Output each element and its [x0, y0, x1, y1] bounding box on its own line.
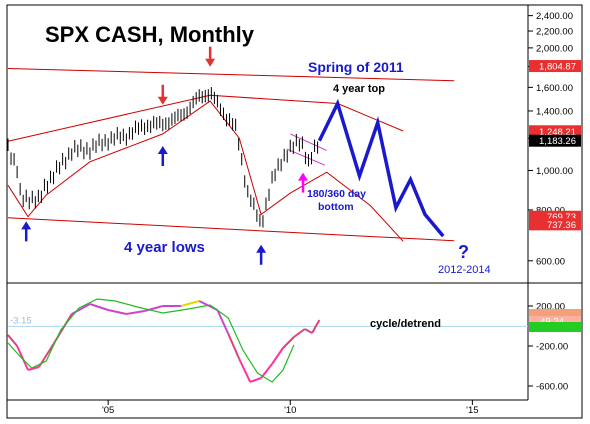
- arrow-head: [157, 96, 168, 105]
- ind-y-tick-label: -200.00: [536, 342, 568, 353]
- detrend-segment: [144, 305, 164, 312]
- detrend-segment: [27, 366, 40, 371]
- arrow-up-3: [256, 244, 267, 265]
- ind-badge-3: [529, 322, 581, 332]
- annotation-2: 4 year top: [333, 83, 385, 95]
- price-badge-label: 737.36: [547, 220, 576, 231]
- ind-badge-bg: [529, 309, 581, 319]
- detrend-segment: [89, 303, 109, 311]
- trendline-3: [7, 68, 455, 82]
- annotation-5: 4 year lows: [124, 239, 205, 256]
- detrend-segment: [126, 310, 145, 315]
- detrend-segment: [216, 309, 230, 335]
- detrend-segment: [271, 347, 284, 365]
- ind-y-tick-label: 200.00: [536, 302, 565, 313]
- detrend-segment: [249, 377, 262, 383]
- price-badge-3: 1,183.26: [529, 134, 581, 147]
- arrow-head: [21, 221, 32, 230]
- cycle-detrend-label: cycle/detrend: [370, 318, 441, 330]
- detrend-segment: [293, 328, 306, 338]
- y-tick-label: 1,600.00: [536, 83, 573, 94]
- y-tick-label: 600.00: [536, 256, 565, 267]
- x-tick-label: '05: [102, 405, 114, 416]
- arrow-down-6: [205, 46, 216, 67]
- detrend-segment: [180, 300, 200, 307]
- price-badge-bg: [529, 60, 581, 73]
- detrend-segment: [282, 336, 295, 349]
- arrow-head: [298, 172, 309, 181]
- arrow-head: [205, 58, 216, 67]
- y-tick-label: 2,200.00: [536, 27, 573, 38]
- annotation-3: 180/360 day: [307, 188, 366, 200]
- price-badge-bg: [529, 218, 581, 231]
- detrend-segment: [71, 303, 91, 315]
- annotation-7: 2012-2014: [438, 264, 491, 276]
- price-badge-1: 1,804.87: [529, 60, 581, 73]
- price-badge-2: 1,248.21: [529, 125, 581, 138]
- annotation-1: Spring of 2011: [308, 59, 404, 75]
- chart-title: SPX CASH, Monthly: [45, 22, 255, 47]
- price-badge-label: 769.73: [547, 212, 576, 223]
- price-badge-5: 737.36: [529, 218, 581, 231]
- annotation-4: bottom: [318, 201, 354, 213]
- detrend-segment: [16, 345, 29, 371]
- price-badge-label: 1,804.87: [539, 62, 576, 73]
- detrend-segment: [238, 358, 252, 383]
- detrend-segment: [7, 334, 18, 347]
- x-tick-label: '10: [284, 405, 296, 416]
- arrow-up-2: [157, 146, 168, 167]
- axes: 2,400.002,200.002,000.001,800.001,600.00…: [102, 11, 581, 416]
- detrend-segment: [227, 333, 241, 360]
- detrend-segment: [311, 319, 321, 334]
- y-tick-label: 2,400.00: [536, 11, 573, 22]
- arrow-down-5: [157, 84, 168, 105]
- annotation-6: ?: [458, 242, 469, 262]
- chart-frame: [6, 4, 583, 419]
- ind-badge-bg: [529, 316, 581, 327]
- ind-badge-bg: [529, 322, 581, 332]
- arrow-head: [157, 146, 168, 155]
- arrow-up-1: [21, 221, 32, 242]
- projection-path: [317, 98, 445, 238]
- detrend-segment: [107, 309, 127, 315]
- trendline-1: [7, 94, 404, 142]
- detrend-segment: [304, 328, 313, 334]
- trendline-4: [7, 217, 455, 242]
- price-panel: Spring of 2011 4 year top 180/360 daybotto…: [7, 46, 491, 276]
- arrow-head: [256, 244, 267, 253]
- arrow-up-4: [298, 172, 309, 193]
- y-tick-label: 1,000.00: [536, 166, 573, 177]
- reference-value-label: -3.15: [10, 315, 32, 326]
- ind-y-tick-label: -600.00: [536, 382, 568, 393]
- price-badge-bg: [529, 125, 581, 138]
- y-tick-label: 2,000.00: [536, 43, 573, 54]
- trendline-2: [7, 100, 404, 242]
- indicator-panel: -3.15 cycle/detrend: [7, 298, 528, 383]
- x-tick-label: '15: [466, 405, 478, 416]
- y-tick-label: 1,400.00: [536, 106, 573, 117]
- price-badge-label: 1,183.26: [539, 136, 576, 147]
- price-badge-bg: [529, 134, 581, 147]
- ind-badge-1: [529, 309, 581, 319]
- price-badge-label: 1,248.21: [539, 127, 576, 138]
- cycle-line: [7, 298, 295, 383]
